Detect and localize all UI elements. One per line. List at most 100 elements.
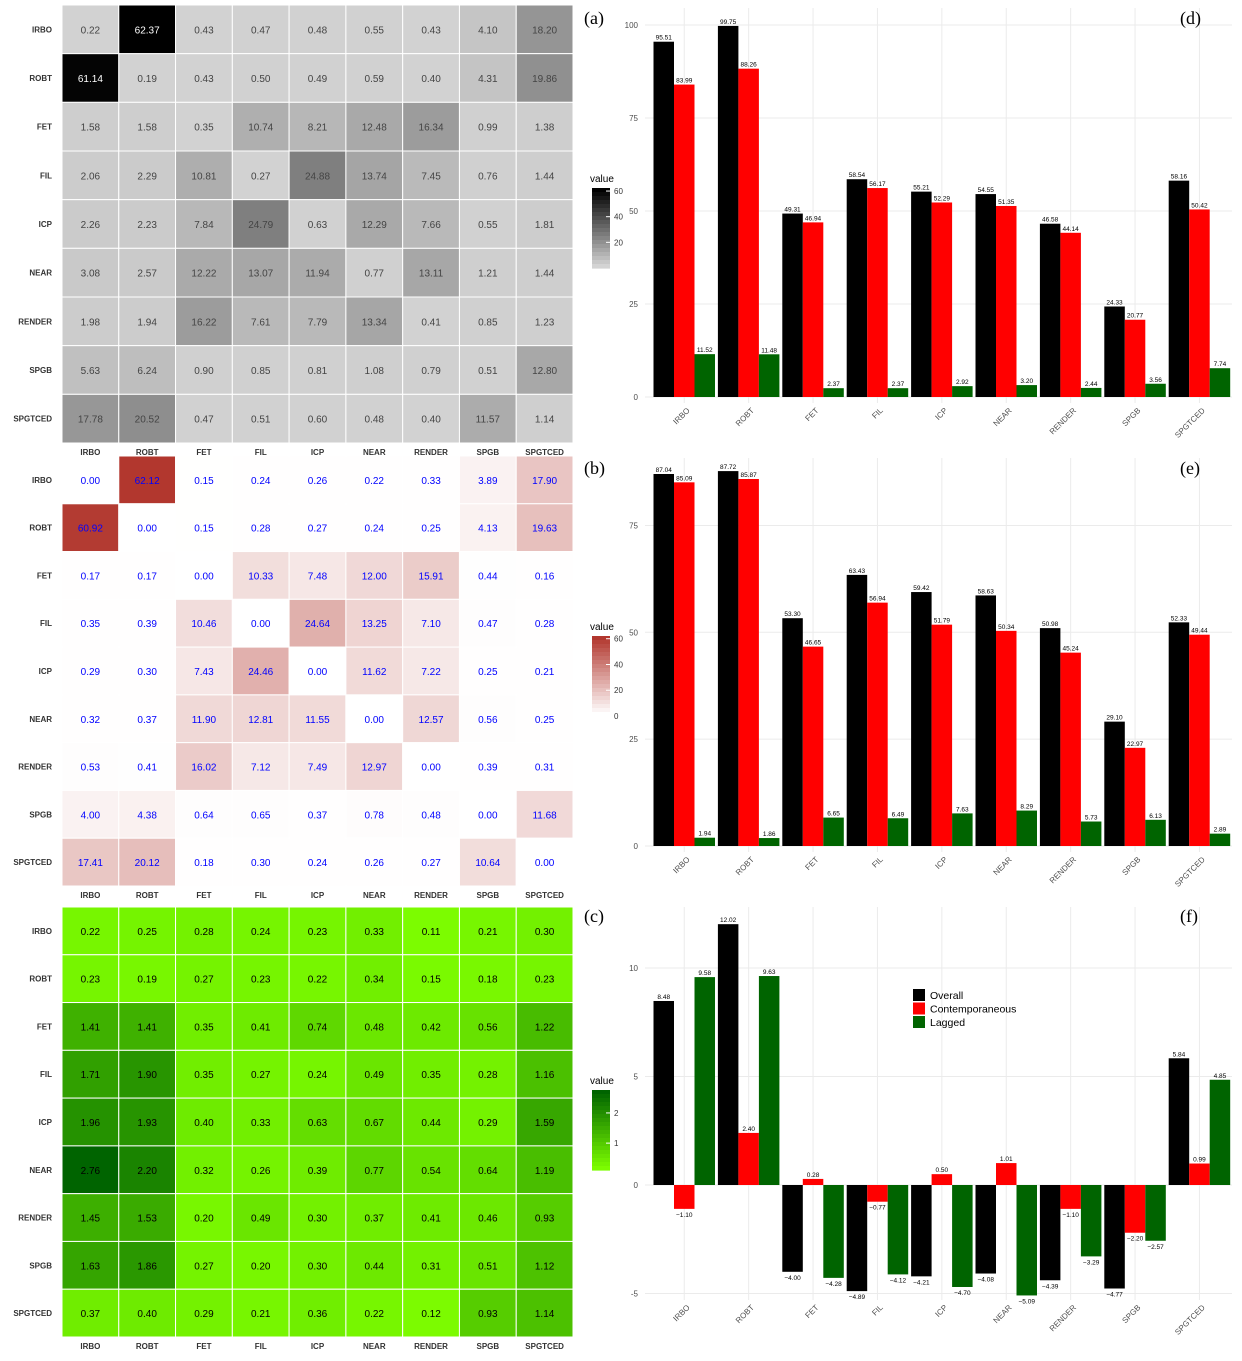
panel-tag: (d) [1180,8,1201,29]
heatmap-cell-label: 0.28 [478,1070,498,1081]
legend-tick-label: 2 [614,1109,619,1118]
heatmap-cell-label: 0.34 [365,975,385,986]
heatmap-cell [231,1240,290,1290]
bar-overall [975,595,996,846]
heatmap-cell [345,1193,404,1242]
heatmap-cell [402,101,460,152]
bar-value-label: 55.21 [913,185,930,192]
x-category-label: FET [803,855,820,872]
heatmap-cell-label: 1.44 [535,269,555,280]
bar-value-label: 88.26 [741,62,758,69]
heatmap-cell-label: 0.24 [251,927,271,938]
legend-gradient-step [592,692,610,697]
heatmap-column-label: FET [196,1342,211,1351]
bar-contemporaneous [996,205,1017,397]
bar-value-label: −4.39 [1042,1283,1059,1290]
heatmap-cell-label: 0.25 [535,715,555,726]
bar-lagged [887,818,909,846]
heatmap-cell [288,1097,347,1147]
bar-contemporaneous [867,188,888,397]
heatmap-cell-label: 1.14 [535,415,555,426]
heatmap-cell-label: 0.15 [194,476,214,487]
heatmap-cell-label: 0.15 [421,975,441,986]
heatmap-cell [175,837,233,887]
bar-lagged [1080,387,1102,397]
legend-title: value [590,1076,614,1087]
heatmap-cell [402,199,460,249]
heatmap-cell-label: 0.93 [478,1309,498,1320]
heatmap-cell-label: 20.12 [135,858,160,869]
heatmap-cell [118,646,177,696]
heatmap-cell [345,1097,404,1147]
x-category-label: SPGB [1120,855,1142,877]
heatmap-cell-label: 7.79 [308,317,328,328]
bar-value-label: 5.84 [1173,1051,1186,1058]
heatmap-cell [175,1097,233,1147]
heatmap-column-label: NEAR [363,448,386,457]
heatmap-cell-label: 0.77 [365,269,385,280]
heatmap-column-label: ROBT [136,1342,159,1351]
x-category-label: SPGB [1120,1303,1142,1325]
heatmap-cell-label: 0.44 [365,1261,385,1272]
heatmap-cell [231,742,290,791]
bar-overall [911,191,932,397]
bar-contemporaneous [1189,209,1210,397]
heatmap-cell-label: 0.64 [194,810,214,821]
heatmap-cell-label: 24.88 [305,171,330,182]
heatmap-cell-label: 0.53 [81,763,101,774]
heatmap-cell [402,1002,460,1051]
heatmap-cell [458,1145,517,1195]
bar-overall [1168,180,1190,397]
heatmap-cell-label: 12.80 [532,366,557,377]
panel-tag: (f) [1180,906,1198,927]
bar-value-label: 2.89 [1214,827,1227,834]
bar-value-label: 50.42 [1191,202,1208,209]
heatmap-cell-label: 1.19 [535,1166,555,1177]
heatmap-cell-label: 1.93 [137,1118,157,1129]
heatmap-cell-label: 7.43 [194,667,214,678]
bar-value-label: 51.79 [934,618,951,625]
heatmap-cell [175,1145,233,1195]
heatmap-row-label: ICP [39,1118,53,1127]
heatmap-cell-label: 0.43 [194,74,214,85]
bar-value-label: −4.77 [1106,1292,1123,1299]
heatmap-cell-label: 8.21 [308,123,328,134]
heatmap-cell-label: 0.23 [308,927,328,938]
y-tick-label: 50 [629,628,638,637]
heatmap-cell [231,837,290,887]
heatmap-cell-label: 10.64 [475,858,500,869]
heatmap-cell [515,53,574,103]
heatmap-cell-label: 2.23 [137,220,157,231]
bar-value-label: 3.20 [1020,378,1033,385]
heatmap-cell [515,101,574,152]
legend-gradient-step [592,1154,610,1159]
heatmap-cell-label: 0.28 [251,524,271,535]
heatmap-cell-label: 13.74 [362,171,387,182]
heatmap-cell-label: 0.17 [137,571,157,582]
heatmap-cell-label: 1.14 [535,1309,555,1320]
bar-lagged [758,838,780,846]
bar-lagged [1080,821,1102,846]
y-tick-label: 25 [629,735,638,744]
heatmap-cell-label: 0.44 [421,1118,441,1129]
legend-gradient-step [592,680,610,685]
heatmap-cell-label: 0.37 [81,1309,101,1320]
bar-value-label: 56.17 [869,181,886,188]
heatmap-row-label: FIL [40,171,52,180]
x-category-label: SPGB [1120,406,1142,428]
heatmap-cell [402,53,460,103]
heatmap-cell-label: 13.11 [419,269,444,280]
legend-gradient-step [592,208,610,213]
heatmap-cell-label: 0.00 [251,619,271,630]
bar-value-label: −3.29 [1083,1259,1100,1266]
heatmap-cell [288,53,347,103]
heatmap-cell [118,393,177,444]
heatmap-cell [118,1145,177,1195]
heatmap-cell-label: 16.34 [419,123,444,134]
heatmap-cell [61,1288,120,1338]
heatmap-cell-label: 1.94 [137,317,157,328]
heatmap-cell-label: 0.63 [308,1118,328,1129]
heatmap-cell [175,1002,233,1051]
heatmap-cell-label: 0.24 [308,858,328,869]
heatmap-cell-label: 0.40 [194,1118,214,1129]
